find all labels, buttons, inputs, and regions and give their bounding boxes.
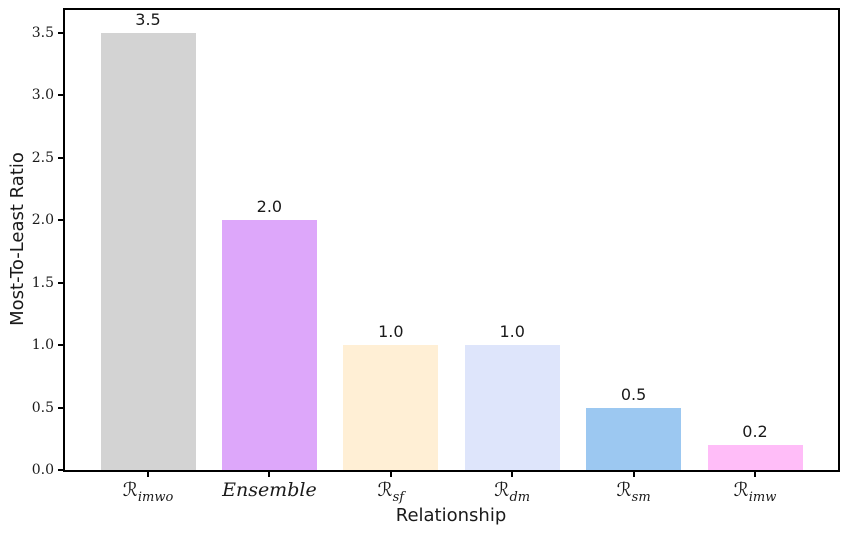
bar <box>707 445 803 470</box>
y-tick-label: 1.0 <box>31 337 54 353</box>
category-base: ℛ <box>616 479 632 501</box>
bar-value-label: 1.0 <box>499 322 525 341</box>
category-subscript: dm <box>509 490 531 505</box>
x-tick-label: Ensemble <box>222 478 317 502</box>
category-subscript: sm <box>631 490 651 505</box>
x-tick-label: ℛimwo <box>122 478 174 505</box>
x-axis-tick-mark <box>511 472 514 477</box>
y-axis-tick-mark <box>58 94 63 96</box>
bar <box>343 345 439 470</box>
bar-value-label: 3.5 <box>135 9 161 29</box>
x-tick-label: ℛsf <box>377 478 405 505</box>
x-axis-tick-mark <box>632 472 635 477</box>
category-base: ℛ <box>733 479 749 501</box>
y-tick-label: 0.5 <box>31 399 54 416</box>
y-axis-tick-mark <box>58 281 63 284</box>
category-subscript: sf <box>392 490 405 505</box>
y-axis-tick-mark <box>58 406 63 409</box>
y-axis-tick-mark <box>58 219 63 221</box>
x-tick-label: ℛimw <box>733 478 777 505</box>
category-base: ℛ <box>377 479 393 501</box>
y-axis-tick-mark <box>58 469 63 471</box>
y-tick-label: 2.5 <box>31 149 54 166</box>
bar-value-label: 0.2 <box>742 422 768 441</box>
y-axis-tick-mark <box>58 31 63 34</box>
bar <box>221 220 317 470</box>
bar-value-label: 2.0 <box>256 197 283 216</box>
y-axis-title: Most-To-Least Ratio <box>7 152 28 326</box>
y-tick-label: 2.0 <box>31 212 54 228</box>
x-axis-tick-mark <box>268 472 271 477</box>
bar <box>100 32 196 470</box>
x-axis-tick-mark <box>754 472 756 477</box>
y-axis-tick-mark <box>58 344 63 346</box>
category-base: Ensemble <box>222 479 317 501</box>
bar-value-label: 1.0 <box>378 322 404 341</box>
x-tick-label: ℛsm <box>616 478 651 505</box>
y-tick-label: 3.5 <box>31 24 54 41</box>
bar-value-label: 0.5 <box>620 384 647 404</box>
category-subscript: imw <box>748 490 777 505</box>
y-tick-label: 1.5 <box>31 274 54 291</box>
x-axis-tick-mark <box>389 472 392 477</box>
category-subscript: imwo <box>137 490 174 505</box>
bar <box>464 345 560 470</box>
category-base: ℛ <box>494 479 510 501</box>
x-tick-label: ℛdm <box>494 478 531 505</box>
y-tick-label: 3.0 <box>31 87 54 103</box>
x-axis-title: Relationship <box>395 505 507 526</box>
category-base: ℛ <box>122 479 138 501</box>
bar <box>586 407 682 470</box>
y-axis-tick-mark <box>58 156 63 159</box>
y-tick-label: 0.0 <box>31 462 54 478</box>
x-axis-tick-mark <box>147 472 149 477</box>
